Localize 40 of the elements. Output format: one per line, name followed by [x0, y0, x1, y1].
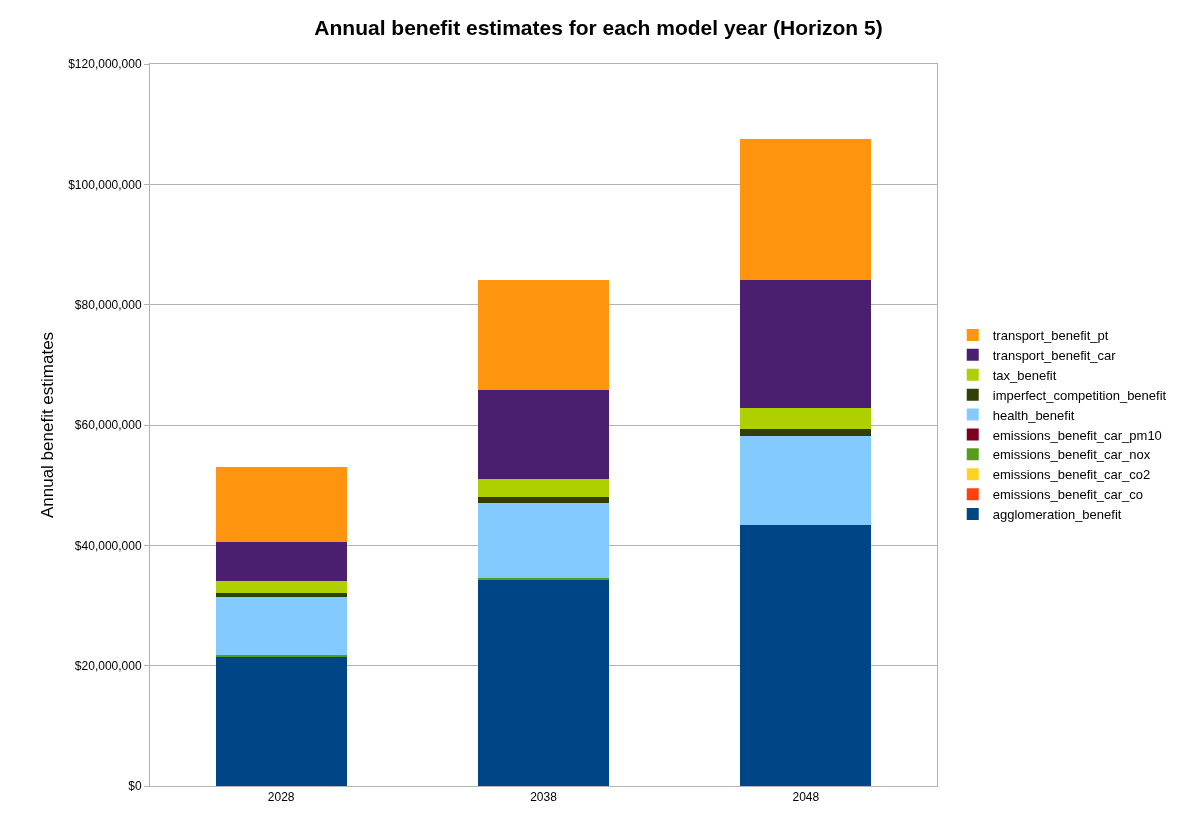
bar	[740, 408, 872, 430]
bar	[740, 524, 872, 786]
y-tick-label: $20,000,000	[74, 658, 142, 673]
legend-label: transport_benefit_car	[992, 347, 1117, 363]
bar	[477, 496, 610, 503]
y-tick-label: $120,000,000	[68, 57, 142, 72]
bar	[215, 467, 347, 543]
bar	[740, 429, 872, 437]
bar	[477, 502, 610, 578]
bar	[215, 593, 347, 598]
y-axis-title: Annual benefit estimates	[37, 331, 57, 519]
legend-label: emissions_benefit_car_pm10	[992, 427, 1162, 443]
chart-title: Annual benefit estimates for each model year (Horizon 5)	[314, 16, 883, 40]
bar	[740, 138, 872, 280]
legend-label: emissions_benefit_car_co	[992, 487, 1144, 503]
bar	[740, 280, 872, 409]
bar	[215, 580, 347, 594]
y-tick-label: $60,000,000	[74, 418, 142, 433]
legend-label: agglomeration_benefit	[992, 507, 1122, 523]
bar	[215, 656, 347, 786]
x-tick-label: 2028	[267, 790, 295, 805]
bar	[477, 479, 610, 497]
legend-label: emissions_benefit_car_co2	[992, 467, 1151, 483]
bar	[740, 436, 872, 525]
y-tick-label: $80,000,000	[74, 297, 142, 312]
bar	[477, 579, 610, 786]
bar	[477, 280, 610, 391]
legend-label: tax_benefit	[992, 367, 1057, 383]
legend-label: health_benefit	[992, 407, 1075, 423]
bar	[215, 597, 347, 656]
bar	[215, 542, 347, 581]
y-tick-label: $0	[128, 779, 142, 794]
legend-label: emissions_benefit_car_nox	[992, 447, 1151, 463]
x-tick-label: 2038	[530, 790, 558, 805]
legend-label: transport_benefit_pt	[992, 328, 1109, 344]
bar	[477, 390, 610, 480]
y-tick-label: $100,000,000	[68, 177, 142, 192]
x-tick-label: 2048	[792, 790, 820, 805]
y-tick-label: $40,000,000	[74, 538, 142, 553]
legend-label: imperfect_competition_benefit	[992, 387, 1167, 403]
